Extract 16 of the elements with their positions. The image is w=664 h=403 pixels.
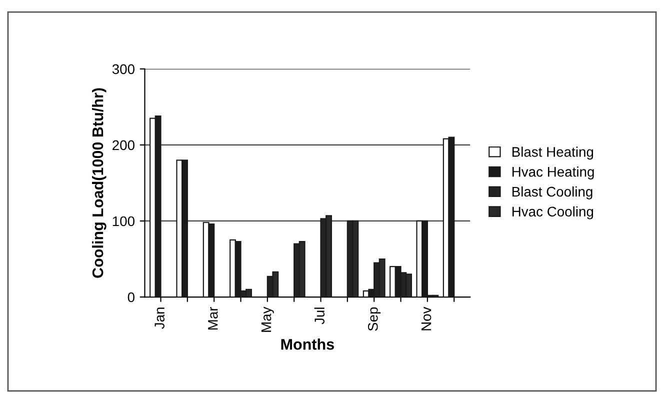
x-tick-label: Mar — [208, 306, 218, 330]
y-tick-label: 100 — [112, 216, 134, 226]
legend-label: Hvac Heating — [512, 166, 594, 180]
x-tick-label: May — [261, 306, 274, 332]
x-axis-title: Months — [281, 338, 334, 350]
y-tick-label: 300 — [112, 64, 134, 74]
y-tick-label: 200 — [112, 140, 134, 150]
x-tick-label: Jan — [154, 308, 164, 329]
y-axis-title: Cooling Load(1000 Btu/hr) — [92, 88, 106, 278]
y-tick-label: 0 — [128, 292, 134, 302]
x-tick-label: Nov — [421, 306, 432, 330]
x-tick-label: Jul — [314, 308, 324, 324]
legend-label: Blast Cooling — [512, 186, 592, 200]
legend-label: Hvac Cooling — [512, 206, 594, 220]
legend-label: Blast Heating — [512, 146, 594, 160]
x-tick-label: Sep — [368, 307, 381, 331]
